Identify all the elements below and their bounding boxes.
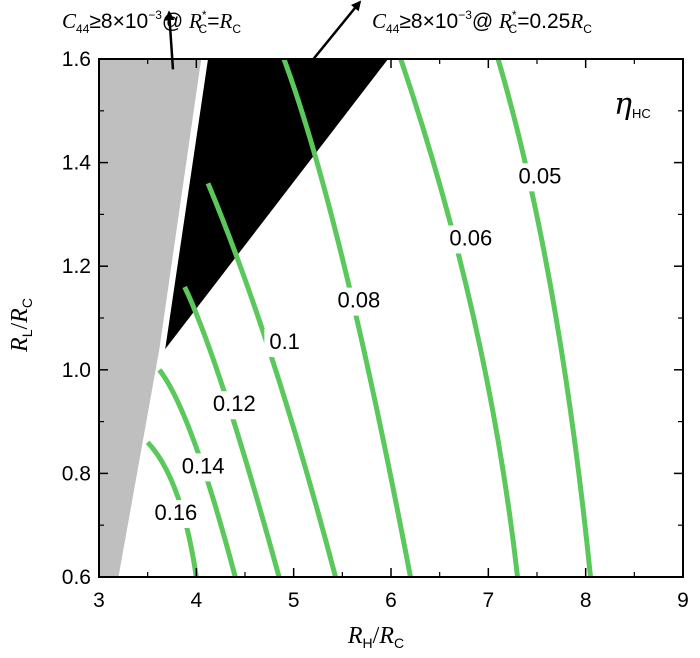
- contour-label-0.1: 0.1: [269, 329, 300, 354]
- y-tick-label: 0.8: [62, 462, 91, 485]
- contour-label-0.05: 0.05: [519, 163, 562, 188]
- region-0: [99, 59, 202, 577]
- shaded-regions: [99, 59, 389, 577]
- contour-label-0.08: 0.08: [337, 288, 380, 313]
- contour-label-bg: [264, 329, 312, 358]
- x-tick-label: 9: [677, 589, 689, 612]
- contour-line-0.06: [398, 59, 521, 577]
- contour-label-bg: [176, 453, 237, 482]
- x-tick-label: 4: [190, 589, 202, 612]
- contour-lines: [145, 59, 594, 577]
- annotation-right: C44≥8×10−3@ R* C=0.25RC: [372, 8, 592, 36]
- contour-label-0.14: 0.14: [182, 453, 225, 478]
- x-tick-label: 3: [93, 589, 105, 612]
- contour-label-0.16: 0.16: [154, 500, 197, 525]
- y-tick-label: 1.2: [62, 255, 91, 278]
- x-tick-label: 8: [580, 589, 592, 612]
- contour-line-0.16: [145, 440, 199, 577]
- annotation-left: C44≥8×10−3@ R* C=RC: [62, 8, 241, 36]
- x-tick-label: 5: [288, 589, 300, 612]
- annotation-arrow-right: [295, 0, 362, 81]
- contour-line-0.08: [281, 59, 413, 577]
- axis-ticks: 3 4 5 6 7 8 9 0.6 0.8 1.0 1.2 1.4 1.6: [62, 48, 689, 612]
- contour-line-0.05: [495, 59, 594, 577]
- contour-label-bg: [332, 287, 393, 316]
- contour-label-0.06: 0.06: [449, 225, 492, 250]
- contour-label-0.12: 0.12: [213, 391, 256, 416]
- region-annotations: C44≥8×10−3@ R* C=RC C44≥8×10−3@ R* C=0.25RC: [62, 0, 592, 81]
- annotation-arrow-left: [164, 10, 175, 70]
- contour-line-0.14: [157, 368, 238, 577]
- region-1: [165, 59, 389, 350]
- y-tick-label: 1.4: [62, 152, 92, 175]
- contour-label-bg: [207, 391, 268, 420]
- contour-label-bg: [149, 500, 210, 529]
- y-tick-label: 1.6: [62, 48, 91, 71]
- y-tick-label: 1.0: [62, 359, 91, 382]
- x-tick-label: 6: [385, 589, 397, 612]
- x-axis-title: RH/RC: [347, 623, 404, 651]
- y-axis-title: RL/RC: [7, 298, 35, 353]
- y-tick-label: 0.6: [62, 566, 91, 589]
- x-tick-label: 7: [482, 589, 494, 612]
- contour-label-bg: [444, 225, 505, 254]
- panel-label: ηHC: [614, 87, 651, 122]
- contour-labels: 0.16 0.14 0.12 0.1 0.08 0.06 0.05: [149, 163, 574, 529]
- contour-line-0.1: [205, 182, 338, 577]
- contour-label-bg: [513, 163, 574, 192]
